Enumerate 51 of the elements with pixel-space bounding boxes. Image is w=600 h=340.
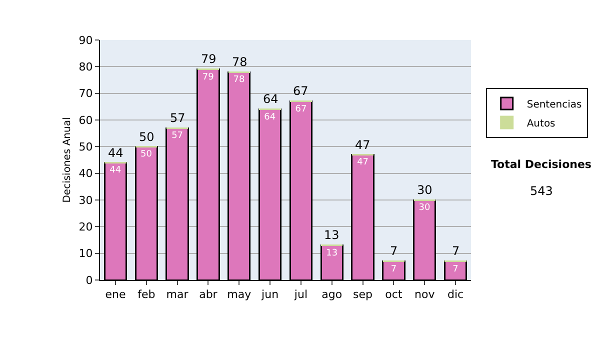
x-tick-label: dic [447, 288, 464, 302]
total-label: 67 [293, 84, 308, 98]
total-label: 78 [232, 55, 248, 69]
data-label: 50 [140, 150, 152, 160]
y-tick-label: 0 [86, 274, 93, 287]
total-label: 50 [139, 130, 154, 144]
x-tick-label: jun [260, 288, 279, 302]
text: Total Decisiones [491, 158, 592, 171]
total-label: 7 [452, 244, 460, 258]
y-tick-label: 30 [78, 194, 93, 207]
data-label: 47 [357, 158, 369, 168]
y-axis-title: Decisiones Anual [62, 117, 73, 203]
x-tick-label: ene [105, 288, 126, 302]
total-label: 64 [263, 92, 278, 106]
text: 543 [530, 184, 553, 198]
data-label: 57 [172, 131, 184, 141]
x-tick-label: jul [293, 288, 308, 302]
data-label: 30 [418, 203, 430, 213]
y-tick-label: 40 [78, 167, 93, 180]
data-label: 7 [390, 264, 397, 274]
data-label: 67 [295, 104, 307, 114]
data-label: 7 [452, 264, 458, 274]
total-label: 44 [108, 146, 124, 160]
y-tick-label: 90 [78, 34, 93, 47]
total-label: 79 [201, 52, 216, 66]
data-label: 78 [233, 75, 245, 85]
total-label: 57 [170, 111, 186, 125]
data-label: 44 [110, 166, 122, 176]
data-label: 13 [326, 248, 338, 258]
data-label: 79 [202, 72, 214, 82]
y-tick-label: 70 [78, 87, 93, 100]
x-tick-label: mar [166, 288, 189, 302]
y-tick-label: 80 [78, 60, 93, 74]
y-tick-label: 20 [78, 220, 93, 234]
y-tick-label: 60 [78, 114, 93, 127]
total-label: 47 [355, 138, 370, 152]
y-tick-label: 10 [78, 247, 93, 260]
y-tick-label: 50 [78, 140, 93, 154]
total-label: 13 [324, 228, 340, 242]
data-label: 64 [264, 112, 276, 122]
x-tick-label: feb [138, 288, 156, 302]
total-label: 7 [390, 244, 398, 258]
x-tick-label: sep [353, 288, 373, 302]
total-label: 30 [417, 183, 432, 197]
x-tick-label: oct [385, 288, 403, 302]
legend-label: Autos [526, 118, 556, 130]
x-tick-label: abr [199, 288, 218, 302]
x-tick-label: may [227, 288, 252, 302]
x-tick-label: nov [414, 288, 436, 302]
legend-label: Sentencias [526, 99, 582, 110]
x-tick-label: ago [322, 288, 342, 302]
